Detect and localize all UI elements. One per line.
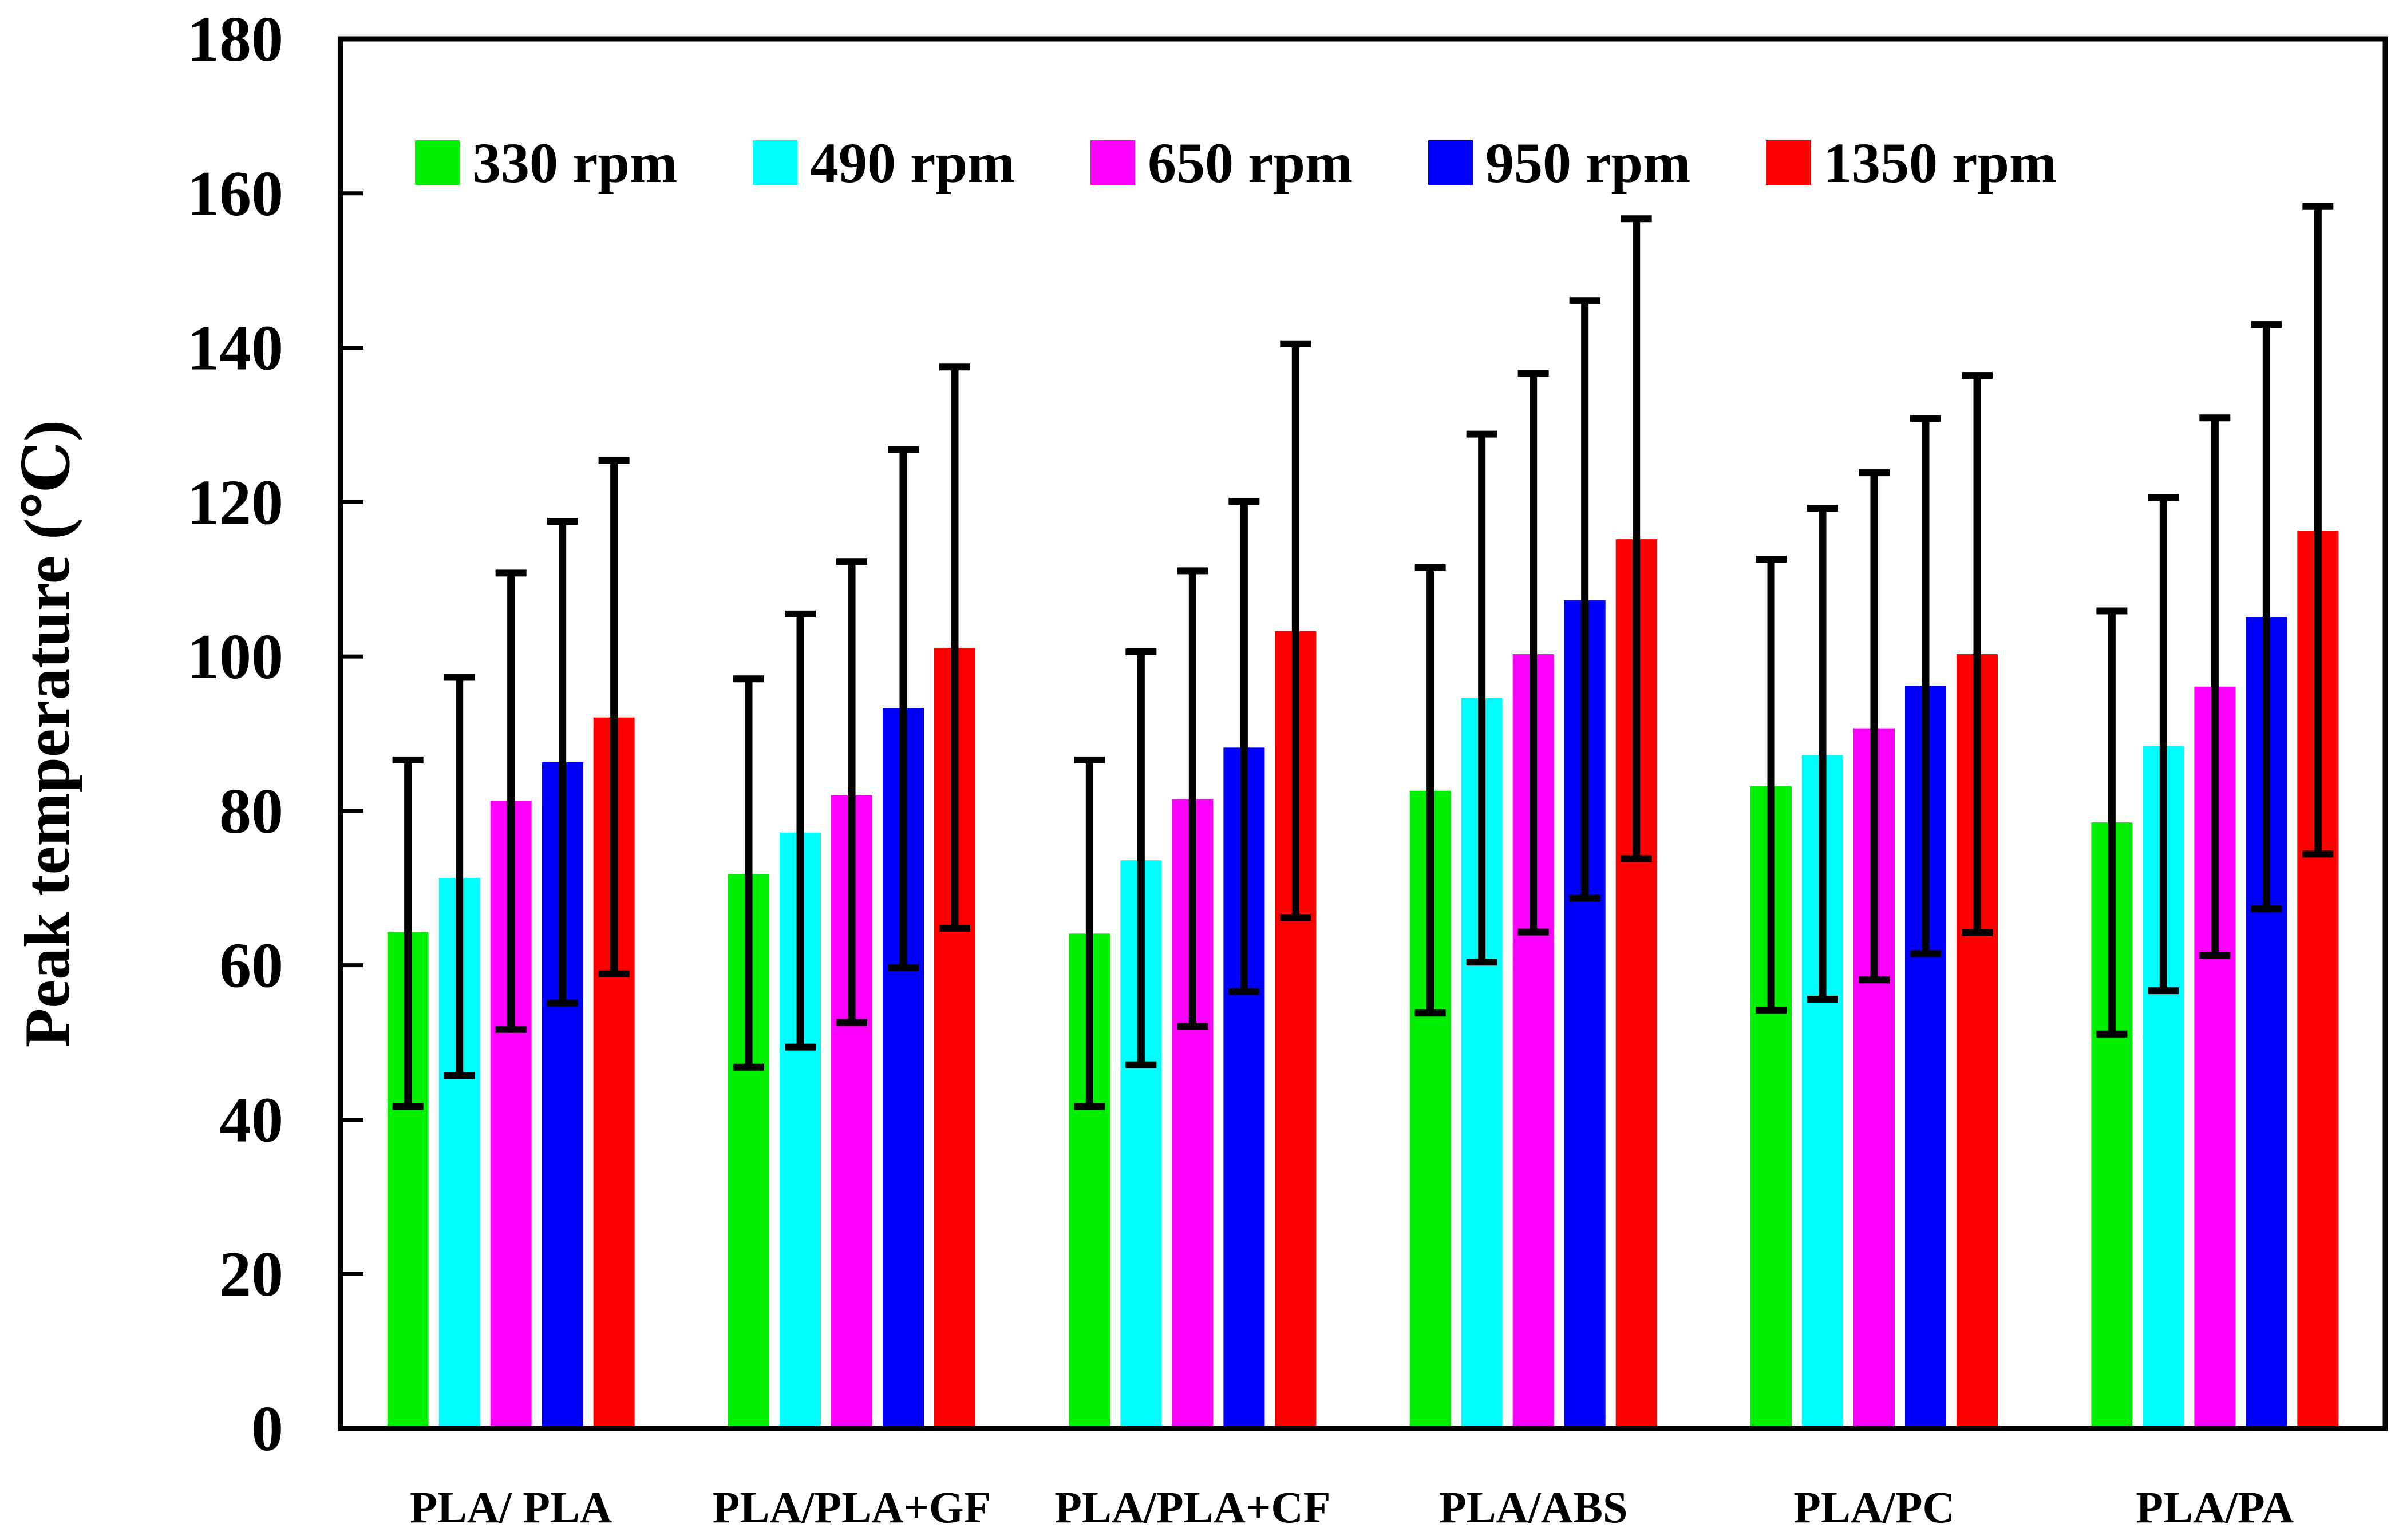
- bar-layer: [387, 531, 2339, 1429]
- y-tick-label: 20: [219, 1239, 283, 1310]
- y-tick-label: 160: [187, 159, 283, 229]
- y-axis-title: Peak temperature (℃): [12, 420, 83, 1047]
- x-category-label: PLA/ PLA: [410, 1482, 612, 1532]
- legend-swatch: [753, 140, 797, 185]
- x-category-label: PLA/PLA+GF: [713, 1482, 991, 1532]
- legend-label: 950 rpm: [1485, 131, 1690, 195]
- plot-frame: [338, 36, 2388, 1431]
- y-tick-label: 0: [251, 1393, 283, 1464]
- y-tick-label: 60: [219, 931, 283, 1001]
- y-tick-label: 180: [187, 4, 283, 75]
- error-bar-layer: [392, 203, 2334, 1110]
- legend-swatch: [1428, 140, 1473, 185]
- y-tick-label: 100: [187, 621, 283, 692]
- legend-label: 650 rpm: [1148, 131, 1353, 195]
- x-category-label: PLA/PA: [2136, 1482, 2294, 1532]
- x-category-label: PLA/ABS: [1439, 1482, 1627, 1532]
- x-category-label: PLA/PLA+CF: [1054, 1482, 1330, 1532]
- y-tick-label: 140: [187, 313, 283, 384]
- legend-swatch: [1766, 140, 1811, 185]
- y-axis: 0 20 40 60 80 100 120 140 160 180: [187, 4, 363, 1464]
- x-category-label: PLA/PC: [1793, 1482, 1955, 1532]
- y-tick-label: 80: [219, 776, 283, 847]
- y-tick-label: 120: [187, 467, 283, 538]
- legend-swatch: [1090, 140, 1135, 185]
- legend-label: 330 rpm: [472, 131, 677, 195]
- x-axis: PLA/ PLA PLA/PLA+GF PLA/PLA+CF PLA/ABS PLA/P…: [410, 1482, 2294, 1532]
- legend-label: 1350 rpm: [1823, 131, 2057, 195]
- legend-swatch: [415, 140, 460, 185]
- legend: 330 rpm 490 rpm 650 rpm 950 rpm 1350 rpm: [415, 131, 2057, 195]
- y-tick-label: 40: [219, 1084, 283, 1155]
- legend-label: 490 rpm: [810, 131, 1015, 195]
